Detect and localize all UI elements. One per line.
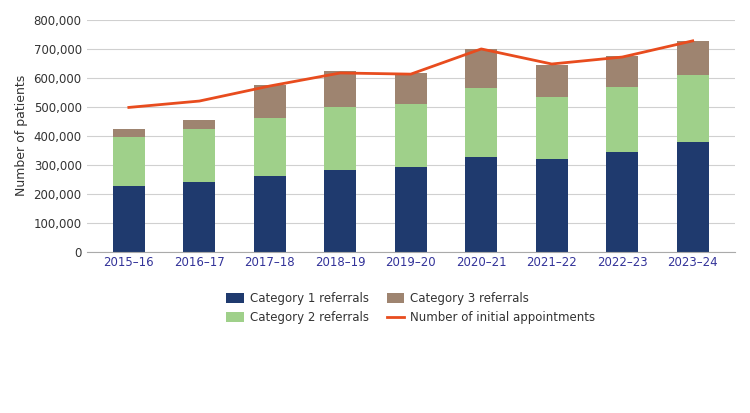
Bar: [536, 159, 568, 252]
Bar: [254, 85, 286, 119]
Bar: [395, 104, 427, 167]
Bar: [254, 119, 286, 176]
Bar: [325, 170, 356, 252]
Bar: [536, 65, 568, 97]
Bar: [676, 75, 709, 142]
Bar: [184, 182, 215, 252]
Y-axis label: Number of patients: Number of patients: [15, 75, 28, 197]
Bar: [325, 71, 356, 107]
Bar: [184, 129, 215, 182]
Legend: Category 1 referrals, Category 2 referrals, Category 3 referrals, Number of init: Category 1 referrals, Category 2 referra…: [221, 287, 600, 329]
Bar: [606, 88, 638, 152]
Bar: [676, 142, 709, 252]
Bar: [325, 107, 356, 170]
Bar: [395, 73, 427, 104]
Bar: [466, 88, 497, 157]
Bar: [254, 176, 286, 252]
Bar: [113, 129, 145, 137]
Bar: [113, 137, 145, 185]
Bar: [113, 185, 145, 252]
Bar: [395, 167, 427, 252]
Bar: [606, 152, 638, 252]
Bar: [536, 97, 568, 159]
Bar: [466, 157, 497, 252]
Bar: [676, 41, 709, 75]
Bar: [606, 56, 638, 88]
Bar: [184, 120, 215, 129]
Bar: [466, 49, 497, 88]
